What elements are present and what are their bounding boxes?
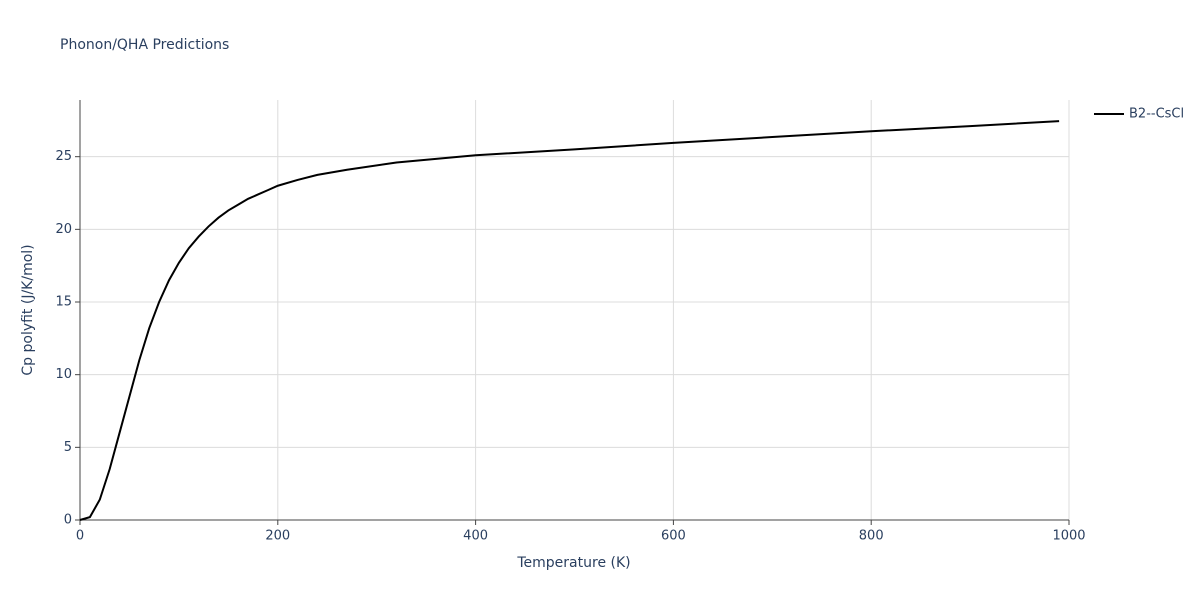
y-tick-label: 10: [55, 367, 72, 382]
y-tick-label: 5: [64, 440, 72, 455]
line: [79, 120, 1060, 521]
x-tick-label: 600: [661, 529, 686, 544]
y-tick-label: 20: [55, 222, 72, 237]
x-tick-label: 1000: [1052, 529, 1085, 544]
y-tick-label: 0: [64, 513, 72, 528]
y-tick-label: 15: [55, 295, 72, 310]
x-tick-label: 800: [859, 529, 884, 544]
y-tick-label: 25: [55, 149, 72, 164]
x-tick-label: 0: [76, 529, 84, 544]
legend-label: B2--CsCl: [1129, 107, 1184, 122]
x-tick-label: 400: [463, 529, 488, 544]
x-tick-label: 200: [265, 529, 290, 544]
x-axis-title: Temperature (K): [516, 555, 630, 571]
y-axis-title: Cp polyfit (J/K/mol): [20, 244, 36, 375]
chart-title: Phonon/QHA Predictions: [60, 37, 229, 53]
